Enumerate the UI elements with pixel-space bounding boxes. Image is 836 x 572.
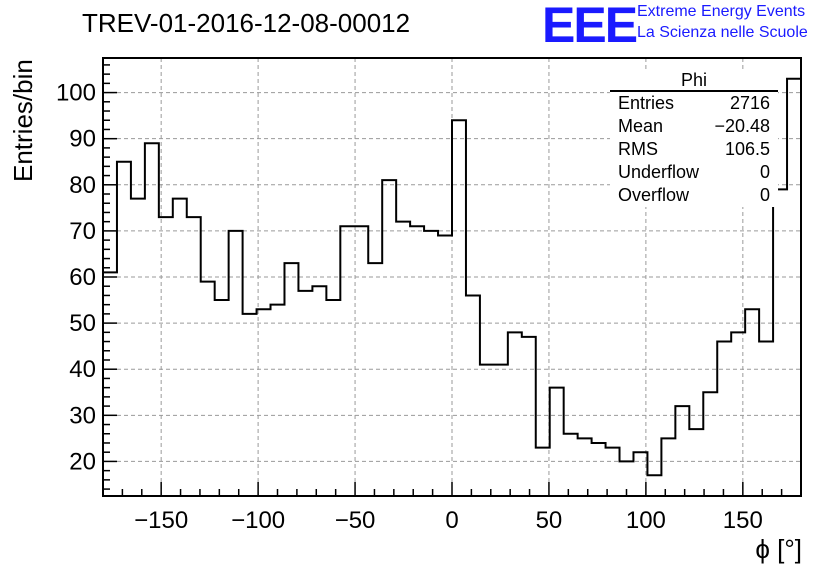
y-tick-label: 90 xyxy=(69,126,96,153)
y-axis-label: Entries/bin xyxy=(8,59,38,182)
stats-label: Mean xyxy=(618,116,664,136)
plot-title: TREV-01-2016-12-08-00012 xyxy=(82,8,411,38)
stats-label: Entries xyxy=(618,93,675,113)
stats-row-entries: Entries 2716 xyxy=(610,92,778,115)
stats-row-overflow: Overflow 0 xyxy=(610,184,778,207)
y-tick-label: 40 xyxy=(69,356,96,383)
y-tick-label: 20 xyxy=(69,448,96,475)
stats-row-underflow: Underflow 0 xyxy=(610,161,778,184)
y-tick-label: 50 xyxy=(69,310,96,337)
y-tick-label: 30 xyxy=(69,402,96,429)
y-tick-label: 100 xyxy=(56,80,96,107)
x-tick-label: −150 xyxy=(134,507,188,534)
logo-line-2: La Scienza nelle Scuole xyxy=(637,24,808,41)
stats-title: Phi xyxy=(610,70,778,92)
eee-logo: EEE xyxy=(542,0,638,53)
x-tick-label: 100 xyxy=(626,507,666,534)
stats-label: RMS xyxy=(618,139,658,159)
y-tick-label: 70 xyxy=(69,218,96,245)
stats-value: 0 xyxy=(759,185,770,205)
stats-value: −20.48 xyxy=(714,116,770,136)
stats-row-rms: RMS 106.5 xyxy=(610,138,778,161)
stats-value: 0 xyxy=(759,162,770,182)
x-tick-label: 50 xyxy=(536,507,563,534)
stats-label: Underflow xyxy=(618,162,700,182)
stats-row-mean: Mean −20.48 xyxy=(610,115,778,138)
stats-box: Phi Entries 2716 Mean −20.48 RMS 106.5 U… xyxy=(610,70,778,207)
stats-value: 106.5 xyxy=(724,139,770,159)
x-axis-label: ϕ [°] xyxy=(755,534,802,564)
y-tick-label: 60 xyxy=(69,264,96,291)
histogram-line xyxy=(103,77,801,477)
logo-line-1: Extreme Energy Events xyxy=(637,3,806,20)
x-tick-label: −50 xyxy=(335,507,376,534)
stats-label: Overflow xyxy=(618,185,690,205)
x-tick-label: −100 xyxy=(231,507,285,534)
x-tick-label: 0 xyxy=(445,507,458,534)
y-tick-label: 80 xyxy=(69,172,96,199)
stats-value: 2716 xyxy=(729,93,770,113)
x-tick-label: 150 xyxy=(723,507,763,534)
